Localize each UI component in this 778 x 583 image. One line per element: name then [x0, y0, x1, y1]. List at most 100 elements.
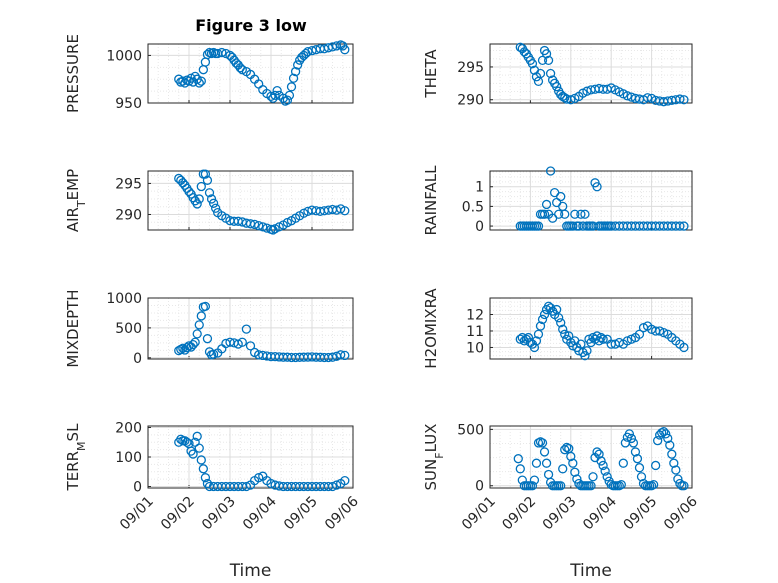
data-point	[533, 329, 544, 339]
data-point	[210, 203, 221, 213]
data-point	[254, 221, 264, 231]
data-point	[598, 460, 608, 471]
data-point	[190, 337, 200, 347]
data-point	[245, 341, 256, 351]
y-axis-label: RAINFALL	[422, 165, 440, 236]
data-point	[628, 438, 639, 448]
data-point	[669, 458, 679, 468]
data-point	[529, 342, 540, 353]
x-tick-label: 09/03	[540, 494, 580, 534]
y-tick-label: 500	[115, 321, 142, 337]
data-point	[624, 429, 635, 439]
data-point	[539, 209, 550, 219]
data-point	[667, 449, 677, 459]
data-point	[545, 68, 556, 79]
x-tick-label: 09/02	[499, 494, 539, 534]
data-series	[174, 301, 350, 363]
x-tick-label: 09/03	[199, 494, 239, 534]
data-point	[198, 464, 209, 474]
data-point	[515, 464, 525, 474]
data-point	[192, 431, 202, 441]
axes-border	[489, 297, 693, 360]
x-tick-label: 09/02	[158, 494, 198, 534]
data-point	[537, 55, 548, 66]
y-tick-label: 295	[457, 60, 484, 76]
y-axis-label: PRESSURE	[64, 34, 82, 113]
data-point	[568, 221, 578, 231]
data-point	[570, 467, 580, 477]
data-point	[292, 60, 303, 70]
data-series	[174, 169, 350, 235]
y-axis-label: MIXDEPTH	[64, 289, 82, 367]
data-point	[622, 91, 633, 101]
data-point	[194, 78, 204, 88]
data-series	[174, 40, 350, 106]
data-point	[192, 329, 202, 339]
data-point	[529, 475, 540, 485]
data-point	[288, 73, 299, 83]
data-point	[539, 447, 550, 457]
data-point	[642, 93, 653, 103]
data-point	[527, 59, 538, 69]
data-point	[204, 188, 215, 198]
y-tick-label: 100	[115, 450, 142, 466]
data-point	[588, 472, 598, 482]
y-tick-label: 1000	[106, 48, 142, 64]
data-point	[566, 451, 576, 462]
axes-border	[147, 297, 354, 360]
data-point	[194, 443, 204, 453]
y-tick-label: 11	[466, 324, 484, 340]
y-tick-label: 950	[115, 96, 142, 112]
data-point	[560, 445, 570, 455]
data-point	[598, 334, 608, 344]
data-point	[634, 329, 645, 339]
data-point	[580, 351, 590, 361]
data-point	[340, 475, 350, 486]
data-point	[545, 166, 556, 176]
data-point	[258, 222, 268, 232]
data-point	[543, 55, 554, 66]
data-point	[582, 346, 592, 356]
data-point	[531, 336, 542, 346]
data-point	[184, 186, 194, 197]
data-point	[178, 76, 188, 86]
x-tick-label: 09/04	[240, 493, 280, 533]
data-series	[515, 42, 689, 107]
data-point	[556, 481, 566, 491]
data-point	[634, 463, 645, 473]
data-point	[290, 66, 301, 77]
subplot-2: 290 295 THETA	[422, 42, 693, 109]
data-point	[659, 327, 669, 338]
data-point	[679, 481, 689, 491]
data-series	[174, 431, 350, 492]
data-point	[188, 339, 198, 350]
y-axis-label: TERRMSL	[64, 423, 88, 492]
data-point	[568, 458, 578, 468]
data-point	[188, 449, 198, 459]
data-point	[622, 336, 633, 346]
data-point	[340, 206, 350, 216]
data-point	[554, 209, 564, 219]
data-point	[233, 339, 243, 349]
data-point	[176, 344, 186, 355]
data-point	[194, 320, 204, 330]
data-point	[241, 324, 252, 334]
subplot-3: 290 295 AIRTEMP	[64, 169, 354, 235]
data-point	[266, 478, 276, 489]
data-point	[560, 209, 570, 219]
data-point	[659, 426, 669, 437]
data-point	[556, 191, 566, 202]
data-point	[254, 473, 264, 483]
y-tick-label: 200	[115, 420, 142, 436]
y-tick-label: 1000	[106, 291, 142, 307]
data-point	[196, 455, 206, 465]
data-point	[594, 449, 604, 459]
y-tick-label: 0	[475, 219, 484, 235]
y-tick-label: 0.5	[462, 199, 484, 215]
data-point	[336, 350, 346, 360]
figure-title: Figure 3 low	[195, 16, 307, 35]
data-series	[515, 166, 689, 231]
